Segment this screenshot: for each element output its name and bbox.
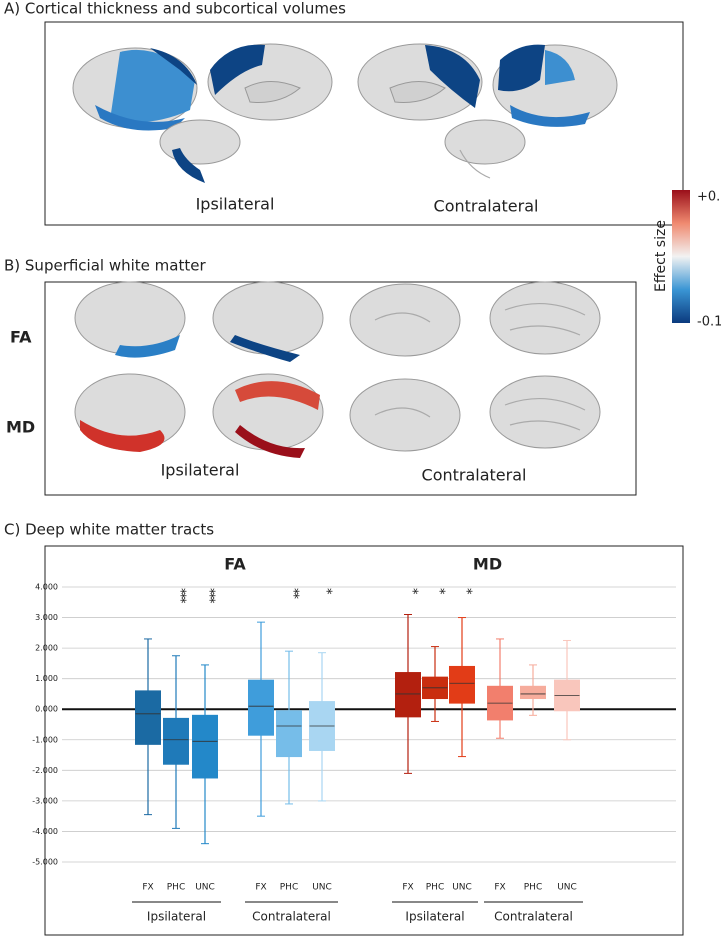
colorbar-min: -0.1 [697, 315, 721, 330]
panel-frame [44, 21, 684, 226]
group-label: Contralateral [494, 910, 573, 924]
y-tick-label: -3.000 [32, 796, 58, 805]
x-tick-label: PHC [167, 883, 185, 893]
significance: * [459, 588, 474, 595]
box [163, 717, 189, 765]
y-tick-label: -4.000 [32, 827, 58, 836]
x-tick-label: PHC [426, 883, 444, 893]
y-tick-label: 3.000 [35, 613, 58, 622]
panel-frame [44, 281, 637, 496]
box-plot: -5.000 -4.000 -3.000 -2.000 -1.000 0.000 1.000… [32, 555, 676, 924]
significance: * [405, 588, 420, 595]
brain-images [74, 281, 601, 458]
y-tick-label: 2.000 [35, 644, 58, 653]
x-tick-label: FX [402, 883, 413, 893]
y-tick-label: -5.000 [32, 858, 58, 867]
significance: * [432, 588, 447, 595]
significance: * [319, 588, 334, 595]
panel-frame [44, 545, 684, 936]
x-tick-label: PHC [524, 883, 542, 893]
y-tick-label: 4.000 [35, 583, 58, 592]
panel-title: A) Cortical thickness and subcortical vo… [4, 0, 346, 18]
brain-images [72, 43, 618, 183]
x-tick-label: UNC [195, 883, 215, 893]
hemisphere-label: Contralateral [434, 197, 539, 216]
hemisphere-label: Contralateral [422, 466, 527, 485]
hemisphere-label: Ipsilateral [196, 195, 275, 214]
y-tick-label: 0.000 [35, 705, 58, 714]
x-tick-label: UNC [312, 883, 332, 893]
colorbar-max: +0.1 [697, 190, 721, 205]
y-tick-label: -2.000 [32, 766, 58, 775]
x-tick-label: FX [255, 883, 266, 893]
significance: ** [286, 588, 301, 600]
row-label: MD [6, 418, 35, 437]
box [395, 672, 421, 718]
hemisphere-label: Ipsilateral [161, 461, 240, 480]
x-tick-label: UNC [452, 883, 472, 893]
x-tick-label: FX [494, 883, 505, 893]
colorbar [672, 190, 690, 323]
box [276, 710, 302, 758]
significance: *** [173, 588, 188, 604]
y-tick-label: 1.000 [35, 674, 58, 683]
x-tick-label: UNC [557, 883, 577, 893]
group-label: Ipsilateral [147, 910, 206, 924]
box [248, 679, 274, 736]
panel-subtitle: FA [224, 555, 246, 574]
y-tick-label: -1.000 [32, 735, 58, 744]
group-label: Contralateral [252, 910, 331, 924]
row-label: FA [10, 328, 32, 347]
x-tick-label: FX [142, 883, 153, 893]
x-tick-label: PHC [280, 883, 298, 893]
group-label: Ipsilateral [405, 910, 464, 924]
significance: *** [202, 588, 217, 604]
panel-title: B) Superficial white matter [4, 257, 206, 275]
box [135, 690, 161, 745]
box [192, 714, 218, 779]
colorbar-title: Effect size [653, 220, 669, 292]
box [520, 685, 546, 700]
panel-title: C) Deep white matter tracts [4, 521, 214, 539]
box [449, 665, 475, 704]
panel-subtitle: MD [473, 555, 502, 574]
